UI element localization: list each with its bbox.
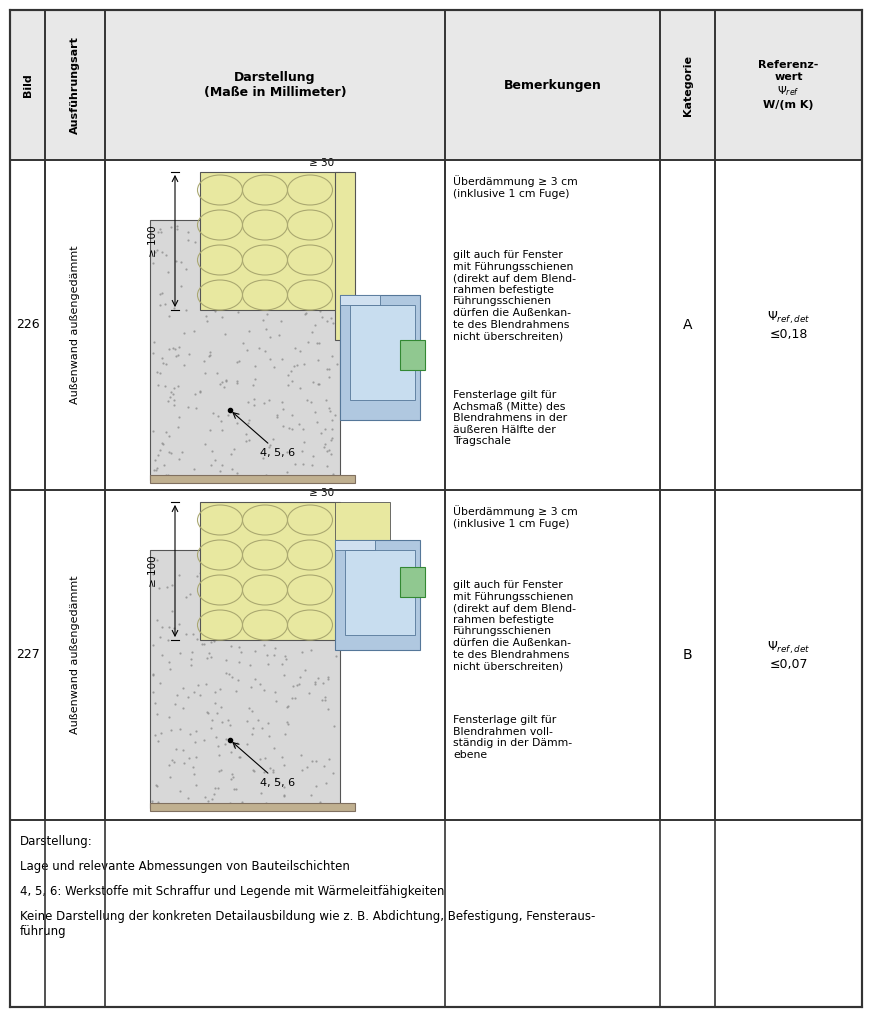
Text: Bild: Bild [23,73,32,97]
Text: Überdämmung ≥ 3 cm
(inklusive 1 cm Fuge): Überdämmung ≥ 3 cm (inklusive 1 cm Fuge) [453,175,578,198]
Text: Fensterlage gilt für
Achsmaß (Mitte) des
Blendrahmens in der
äußeren Hälfte der
: Fensterlage gilt für Achsmaß (Mitte) des… [453,390,567,446]
Polygon shape [345,550,415,635]
Text: 226: 226 [16,318,39,332]
Text: Fensterlage gilt für
Blendrahmen voll-
ständig in der Dämm-
ebene: Fensterlage gilt für Blendrahmen voll- s… [453,715,572,760]
Text: Außenwand außengedämmt: Außenwand außengedämmt [70,576,80,734]
Polygon shape [200,502,340,640]
Text: Referenz-
wert
$\Psi_{ref}$
W/(m K): Referenz- wert $\Psi_{ref}$ W/(m K) [759,60,819,110]
Text: ≥ 100: ≥ 100 [148,555,158,587]
Polygon shape [340,295,380,305]
Text: Kategorie: Kategorie [683,55,692,116]
Text: B: B [683,648,692,662]
Text: ≥ 100: ≥ 100 [148,225,158,257]
Polygon shape [335,540,420,650]
Polygon shape [335,172,355,340]
Polygon shape [10,820,862,1007]
Text: 4, 5, 6: 4, 5, 6 [261,448,296,458]
Text: 4, 5, 6: 4, 5, 6 [261,778,296,788]
Text: 4, 5, 6: Werkstoffe mit Schraffur und Legende mit Wärmeleitfähigkeiten: 4, 5, 6: Werkstoffe mit Schraffur und Le… [20,885,445,898]
Text: A: A [683,318,692,332]
Polygon shape [150,220,340,480]
Polygon shape [350,305,415,400]
Text: Keine Darstellung der konkreten Detailausbildung wie z. B. Abdichtung, Befestigu: Keine Darstellung der konkreten Detailau… [20,910,596,938]
Text: Darstellung
(Maße in Millimeter): Darstellung (Maße in Millimeter) [204,71,346,99]
Polygon shape [335,502,390,640]
Polygon shape [150,550,340,807]
Text: $\Psi_{ref,det}$
≤0,18: $\Psi_{ref,det}$ ≤0,18 [767,309,810,341]
Polygon shape [400,340,425,370]
Polygon shape [340,295,420,420]
Polygon shape [200,172,340,310]
Text: 227: 227 [16,649,39,661]
Text: $\Psi_{ref,det}$
≤0,07: $\Psi_{ref,det}$ ≤0,07 [767,640,810,670]
Polygon shape [150,803,355,811]
Text: Lage und relevante Abmessungen von Bauteilschichten: Lage und relevante Abmessungen von Baute… [20,860,350,873]
Polygon shape [400,567,425,597]
Text: Darstellung:: Darstellung: [20,835,92,848]
Text: Außenwand außengedämmt: Außenwand außengedämmt [70,246,80,405]
Polygon shape [10,10,862,160]
Text: Überdämmung ≥ 3 cm
(inklusive 1 cm Fuge): Überdämmung ≥ 3 cm (inklusive 1 cm Fuge) [453,505,578,529]
Text: ≥ 30: ≥ 30 [310,158,335,168]
Text: ≥ 30: ≥ 30 [310,488,335,498]
Polygon shape [150,475,355,483]
Text: gilt auch für Fenster
mit Führungsschienen
(direkt auf dem Blend-
rahmen befesti: gilt auch für Fenster mit Führungsschien… [453,250,576,341]
Polygon shape [335,540,375,550]
Text: Bemerkungen: Bemerkungen [503,78,602,92]
Text: gilt auch für Fenster
mit Führungsschienen
(direkt auf dem Blend-
rahmen befesti: gilt auch für Fenster mit Führungsschien… [453,580,576,671]
Text: Ausführungsart: Ausführungsart [70,36,80,134]
